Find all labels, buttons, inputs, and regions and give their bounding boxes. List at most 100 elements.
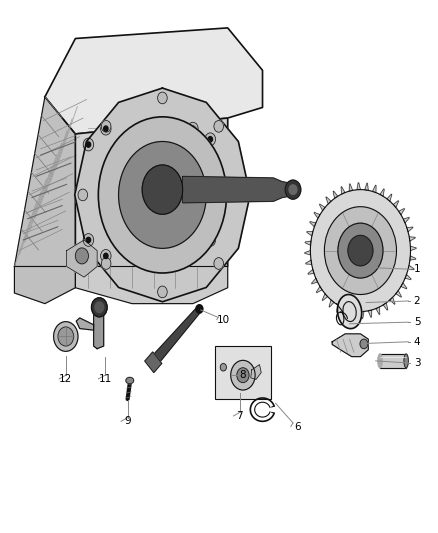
Circle shape: [289, 185, 297, 195]
Polygon shape: [316, 286, 322, 293]
Circle shape: [208, 237, 212, 243]
Polygon shape: [76, 318, 94, 330]
Polygon shape: [307, 231, 313, 236]
Polygon shape: [410, 256, 416, 260]
Circle shape: [158, 92, 167, 104]
Circle shape: [53, 321, 78, 351]
Polygon shape: [407, 227, 413, 232]
Polygon shape: [332, 334, 368, 357]
Circle shape: [191, 253, 195, 259]
Circle shape: [101, 249, 111, 262]
Circle shape: [142, 165, 183, 214]
Circle shape: [104, 253, 108, 259]
Polygon shape: [357, 183, 360, 190]
Circle shape: [237, 189, 247, 201]
Polygon shape: [390, 297, 395, 304]
Circle shape: [95, 302, 104, 313]
Polygon shape: [376, 307, 380, 314]
Text: 3: 3: [414, 358, 420, 368]
Circle shape: [214, 257, 223, 269]
Circle shape: [187, 122, 198, 135]
Polygon shape: [403, 217, 409, 223]
Circle shape: [101, 120, 111, 132]
Polygon shape: [409, 237, 415, 241]
Polygon shape: [319, 204, 325, 211]
Circle shape: [360, 339, 368, 349]
Circle shape: [196, 305, 203, 313]
Ellipse shape: [126, 377, 134, 384]
Polygon shape: [341, 187, 345, 194]
Circle shape: [205, 233, 215, 246]
Polygon shape: [333, 191, 338, 198]
Polygon shape: [305, 241, 311, 245]
Polygon shape: [383, 303, 388, 310]
Polygon shape: [75, 266, 228, 304]
Circle shape: [325, 207, 396, 295]
Circle shape: [348, 236, 373, 266]
Polygon shape: [314, 212, 320, 219]
Polygon shape: [75, 118, 228, 266]
Ellipse shape: [378, 354, 382, 368]
Polygon shape: [183, 176, 291, 203]
Polygon shape: [380, 189, 384, 196]
Circle shape: [86, 142, 91, 147]
Circle shape: [214, 120, 223, 132]
Circle shape: [187, 249, 198, 262]
Circle shape: [338, 223, 383, 278]
Circle shape: [205, 133, 215, 146]
Circle shape: [158, 286, 167, 298]
Polygon shape: [94, 309, 104, 349]
Polygon shape: [349, 184, 353, 191]
Text: 12: 12: [59, 374, 72, 384]
FancyBboxPatch shape: [215, 346, 271, 399]
Text: 5: 5: [414, 317, 420, 327]
Polygon shape: [360, 311, 364, 318]
Text: 7: 7: [237, 411, 243, 421]
Polygon shape: [311, 278, 318, 284]
Polygon shape: [322, 294, 328, 301]
Circle shape: [208, 136, 212, 142]
Polygon shape: [14, 97, 75, 266]
Text: 4: 4: [414, 337, 420, 347]
Polygon shape: [396, 290, 401, 297]
Circle shape: [104, 126, 108, 131]
Polygon shape: [365, 183, 368, 190]
Text: 10: 10: [217, 314, 230, 325]
Circle shape: [86, 237, 91, 243]
Polygon shape: [45, 28, 262, 134]
Polygon shape: [410, 246, 416, 251]
Polygon shape: [353, 311, 356, 318]
Polygon shape: [308, 270, 314, 274]
Polygon shape: [306, 260, 312, 264]
Circle shape: [285, 180, 301, 199]
Text: 6: 6: [294, 422, 300, 432]
Polygon shape: [310, 222, 316, 227]
Polygon shape: [67, 240, 97, 277]
Circle shape: [237, 368, 249, 383]
Circle shape: [83, 138, 94, 151]
Circle shape: [191, 126, 195, 131]
Text: 1: 1: [414, 264, 420, 274]
Polygon shape: [380, 354, 406, 368]
Circle shape: [231, 360, 255, 390]
Polygon shape: [399, 208, 405, 215]
Polygon shape: [401, 283, 407, 289]
Circle shape: [99, 117, 226, 273]
Text: 9: 9: [124, 416, 131, 426]
Text: 11: 11: [99, 374, 112, 384]
Text: 8: 8: [240, 370, 246, 380]
Circle shape: [101, 257, 111, 269]
Circle shape: [119, 141, 206, 248]
Circle shape: [220, 364, 226, 371]
Circle shape: [75, 248, 88, 264]
Polygon shape: [387, 194, 392, 201]
Polygon shape: [326, 197, 331, 204]
Circle shape: [58, 327, 74, 346]
Polygon shape: [251, 365, 261, 379]
Polygon shape: [372, 185, 376, 192]
Circle shape: [83, 233, 94, 246]
Polygon shape: [14, 266, 75, 304]
Polygon shape: [329, 300, 334, 307]
Circle shape: [311, 190, 410, 312]
Polygon shape: [154, 306, 201, 361]
